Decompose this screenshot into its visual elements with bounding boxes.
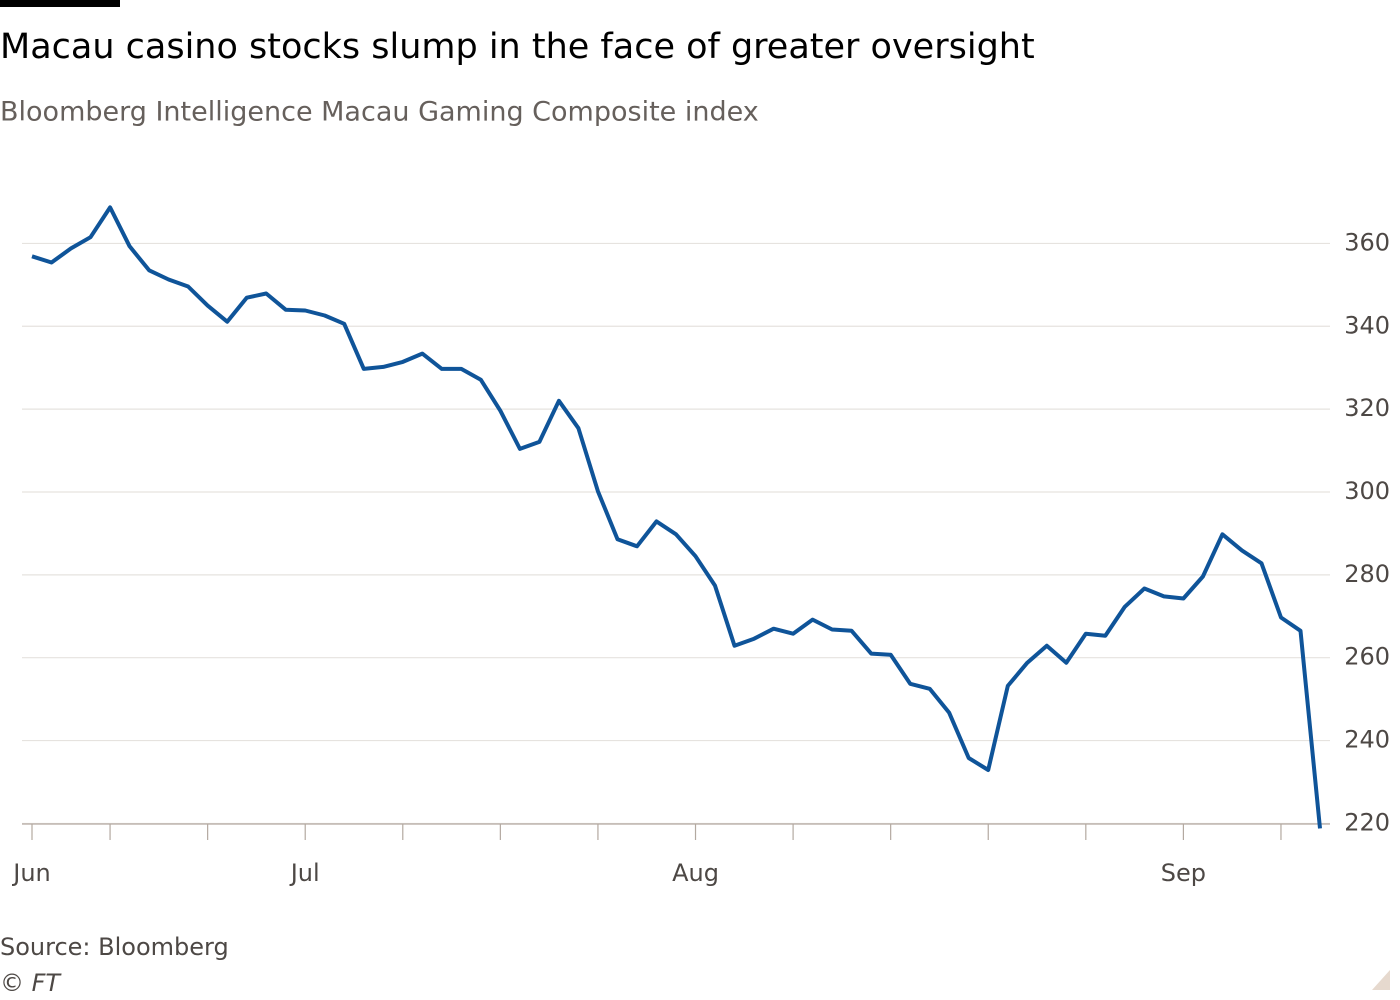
y-tick-label: 240 bbox=[1344, 726, 1390, 754]
line-series bbox=[31, 205, 1322, 829]
y-tick-label: 300 bbox=[1344, 477, 1390, 505]
y-tick-label: 360 bbox=[1344, 228, 1390, 256]
x-tick-label: Jun bbox=[11, 859, 51, 887]
plot bbox=[31, 205, 1322, 829]
y-tick-label: 280 bbox=[1344, 560, 1390, 588]
y-tick-label: 220 bbox=[1344, 808, 1390, 836]
x-tick-label: Jul bbox=[289, 859, 320, 887]
x-tick-label: Sep bbox=[1161, 859, 1206, 887]
y-tick-label: 340 bbox=[1344, 311, 1390, 339]
source: Source: Bloomberg bbox=[0, 933, 229, 961]
y-tick-label: 320 bbox=[1344, 394, 1390, 422]
brand-bar bbox=[0, 0, 120, 7]
chart-subtitle: Bloomberg Intelligence Macau Gaming Comp… bbox=[0, 97, 759, 128]
grid: 220 240 260 280 300 320 340 360 Jun Jul Aug Sep bbox=[11, 228, 1390, 887]
corner-mark bbox=[1372, 970, 1390, 990]
x-tick-label: Aug bbox=[672, 859, 719, 887]
y-tick-label: 260 bbox=[1344, 643, 1390, 671]
chart-title: Macau casino stocks slump in the face of… bbox=[0, 27, 1035, 67]
copyright: © FT bbox=[0, 969, 62, 997]
